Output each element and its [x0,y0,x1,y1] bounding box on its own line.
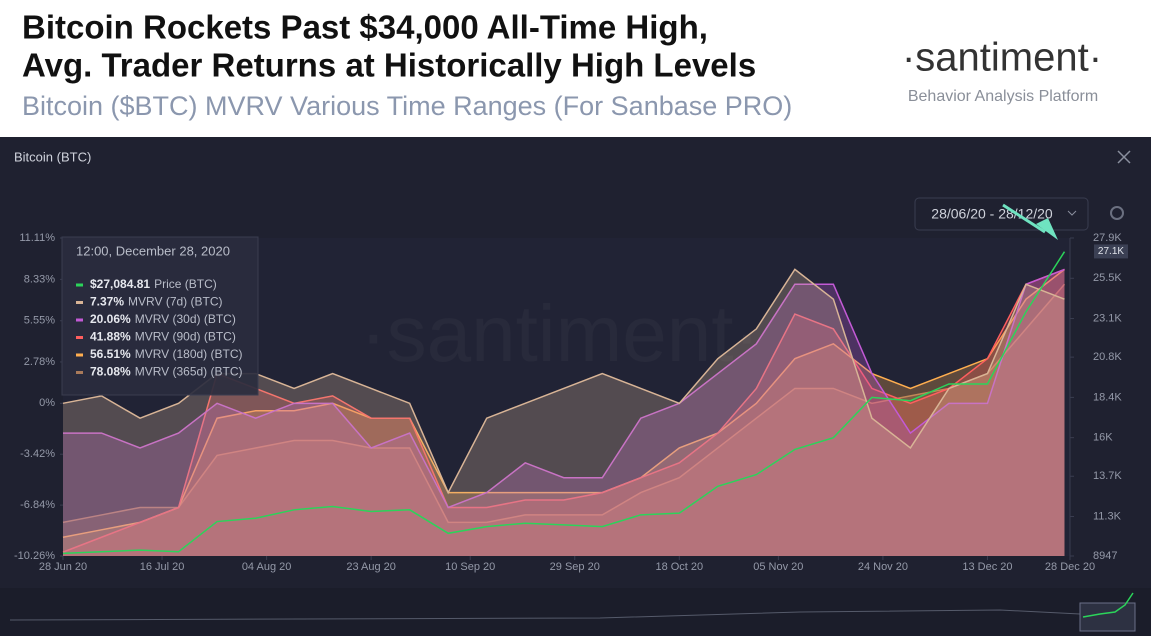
y2-tick-label: 25.5K [1093,272,1122,284]
subtitle: Bitcoin ($BTC) MVRV Various Time Ranges … [22,91,792,121]
tooltip-value: 56.51% [90,347,131,361]
header-bg [0,0,1151,137]
y2-tick-label: 23.1K [1093,312,1122,324]
title: Avg. Trader Returns at Historically High… [22,47,756,84]
legend-label: Price (BTC) [154,277,217,291]
tooltip-row: 20.06% MVRV (30d) (BTC) [90,312,236,326]
navigator-line [9,609,1081,621]
y2-tick-label: 18.4K [1093,391,1122,403]
tooltip-box [61,236,259,396]
series-line [62,268,1065,538]
y-tick-label: 8.33% [24,273,55,285]
series-line [62,251,1066,555]
y2-tick-label: 16K [1093,432,1113,444]
x-tick-label: 24 Nov 20 [858,561,908,573]
navigator-window[interactable] [1079,602,1136,632]
tooltip-value: 78.08% [90,365,131,379]
y2-tick-label: 13.7K [1093,470,1122,482]
series-line [63,268,1065,509]
tooltip-value: 7.37% [90,295,124,309]
date-range: 28/06/20 - 28/12/20 [931,206,1053,222]
navigator-bg [0,588,1151,636]
y2-tick-label: 8947 [1093,550,1117,562]
x-tick-label: 29 Sep 20 [550,561,600,573]
x-tick-label: 23 Aug 20 [346,561,396,573]
area-fill [63,269,1065,556]
legend-swatch [76,301,83,304]
price-badge [1094,244,1128,259]
tooltip-value: 41.88% [90,330,131,344]
y-tick-label: -6.84% [20,499,55,511]
y-tick-label: -3.42% [20,448,55,460]
area-fill [63,284,1065,556]
title: Bitcoin Rockets Past $34,000 All-Time Hi… [22,9,708,46]
tooltip-row: $27,084.81 Price (BTC) [90,277,217,291]
price-badge-label: 27.1K [1098,246,1124,257]
area-fill [63,269,1065,556]
x-tick-label: 04 Aug 20 [242,561,292,573]
area-fill [63,269,1065,556]
close-button[interactable] [1117,150,1131,164]
x-tick-label: 10 Sep 20 [445,561,495,573]
date-range-button[interactable] [914,197,1089,231]
tooltip-row: 41.88% MVRV (90d) (BTC) [90,330,236,344]
legend-label: MVRV (365d) (BTC) [135,365,243,379]
dropdown-icon [1067,210,1077,216]
navigator-price [1082,592,1134,618]
tooltip-value: 20.06% [90,312,131,326]
legend-label: MVRV (30d) (BTC) [135,312,236,326]
tooltip-items: $27,084.81 Price (BTC) 7.37% MVRV (7d) (BTC… [76,277,243,379]
logo: ·santiment· [902,36,1102,80]
y-tick-label: 2.78% [24,356,55,368]
tooltip-row: 7.37% MVRV (7d) (BTC) [90,295,222,309]
legend-swatch [76,318,83,322]
y-tick-label: 5.55% [24,315,55,327]
tooltip-value: $27,084.81 [90,277,150,291]
tooltip-row: 56.51% MVRV (180d) (BTC) [90,347,243,361]
x-tick-label: 13 Dec 20 [962,561,1012,573]
y-tick-label: -10.26% [14,550,55,562]
legend-swatch [76,336,83,339]
legend-swatch [76,371,83,374]
legend-label: MVRV (180d) (BTC) [135,347,243,361]
tooltip: 12:00, December 28, 2020 $27,084.81 Price… [61,236,259,396]
x-tick-label: 05 Nov 20 [753,561,803,573]
x-tick-label: 28 Jun 20 [39,561,87,573]
legend-swatch [76,283,83,287]
y2-tick-label: 11.3K [1093,510,1122,522]
annotation-arrow [1002,203,1046,234]
y2-tick-label: 27.9K [1093,232,1122,244]
y2-tick-label: 20.8K [1093,351,1122,363]
tooltip-title: 12:00, December 28, 2020 [76,243,230,258]
annotation-arrowhead [1036,218,1058,240]
legend-swatch [76,353,83,357]
legend-label: MVRV (7d) (BTC) [128,295,222,309]
x-tick-label: 16 Jul 20 [140,561,185,573]
area-fill [63,269,1065,556]
panel-title: Bitcoin (BTC) [14,149,91,164]
tooltip-row: 78.08% MVRV (365d) (BTC) [90,365,243,379]
legend-label: MVRV (90d) (BTC) [135,330,236,344]
tagline: Behavior Analysis Platform [908,88,1098,105]
y-tick-label: 0% [39,397,55,409]
x-tick-label: 28 Dec 20 [1045,561,1095,573]
settings-icon[interactable] [1110,206,1124,220]
y-tick-label: 11.11% [19,232,55,244]
x-tick-label: 18 Oct 20 [655,561,703,573]
